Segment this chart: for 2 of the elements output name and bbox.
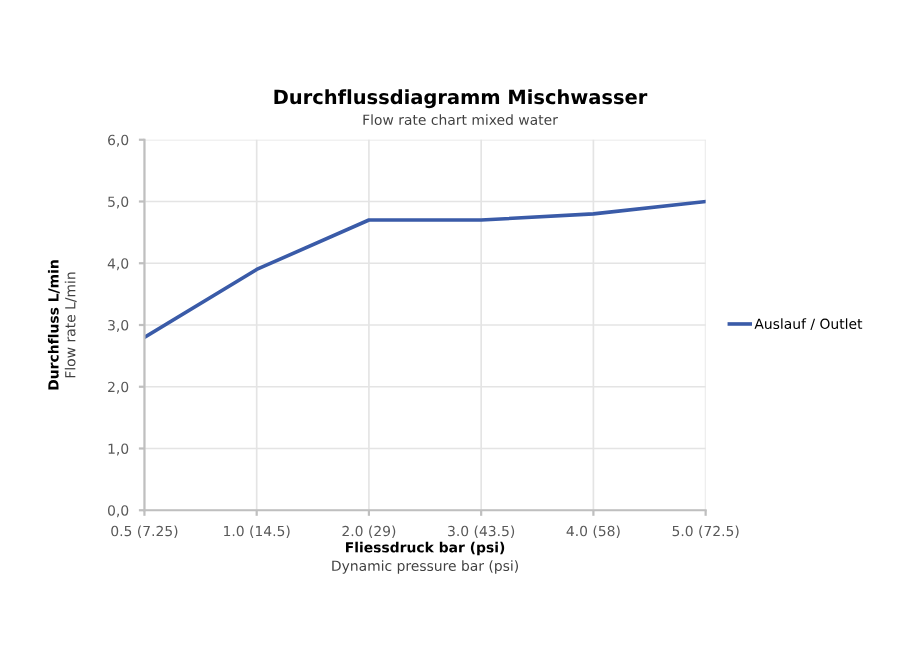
chart-title: Durchflussdiagramm Mischwasser [274,89,648,109]
line-series [144,199,706,340]
